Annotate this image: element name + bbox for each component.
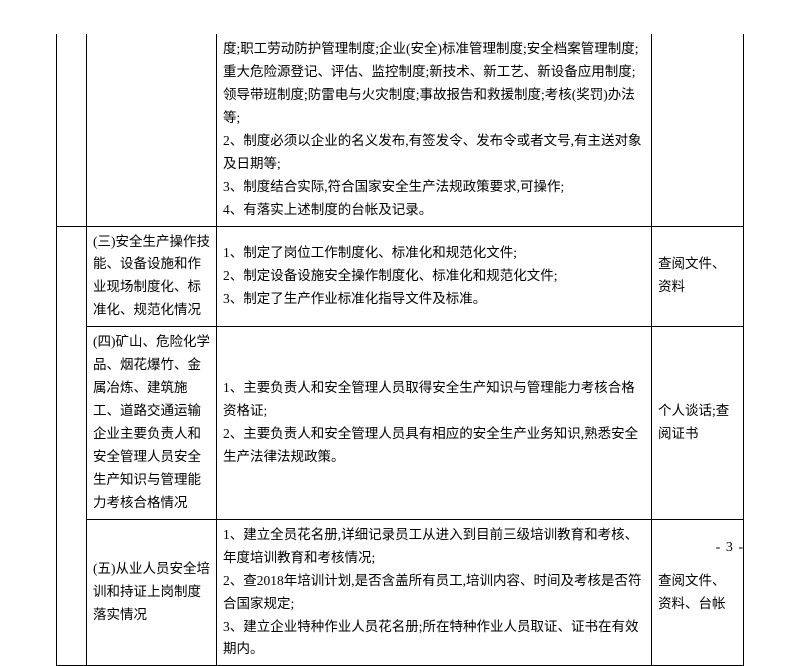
cell-item: (四)矿山、危险化学品、烟花爆竹、金属冶炼、建筑施工、道路交通运输企业主要负责人… bbox=[87, 327, 217, 520]
table-row: (四)矿山、危险化学品、烟花爆竹、金属冶炼、建筑施工、道路交通运输企业主要负责人… bbox=[57, 327, 744, 520]
cell-method: 查阅文件、资料 bbox=[652, 226, 744, 327]
cell-content: 度;职工劳动防护管理制度;企业(安全)标准管理制度;安全档案管理制度;重大危险源… bbox=[217, 34, 652, 226]
cell-content: 1、建立全员花名册,详细记录员工从进入到目前三级培训教育和考核、年度培训教育和考… bbox=[217, 519, 652, 666]
cell-item: (五)从业人员安全培训和持证上岗制度落实情况 bbox=[87, 519, 217, 666]
cell-method bbox=[652, 34, 744, 226]
page-number: - 3 - bbox=[716, 536, 744, 560]
cell-index bbox=[57, 34, 87, 226]
cell-index bbox=[57, 226, 87, 666]
table-row: 度;职工劳动防护管理制度;企业(安全)标准管理制度;安全档案管理制度;重大危险源… bbox=[57, 34, 744, 226]
table-row: (五)从业人员安全培训和持证上岗制度落实情况 1、建立全员花名册,详细记录员工从… bbox=[57, 519, 744, 666]
cell-content: 1、制定了岗位工作制度化、标准化和规范化文件;2、制定设备设施安全操作制度化、标… bbox=[217, 226, 652, 327]
cell-content: 1、主要负责人和安全管理人员取得安全生产知识与管理能力考核合格资格证;2、主要负… bbox=[217, 327, 652, 520]
table-row: (三)安全生产操作技能、设备设施和作业现场制度化、标准化、规范化情况 1、制定了… bbox=[57, 226, 744, 327]
inspection-table: 度;职工劳动防护管理制度;企业(安全)标准管理制度;安全档案管理制度;重大危险源… bbox=[56, 34, 744, 666]
cell-method: 个人谈话;查阅证书 bbox=[652, 327, 744, 520]
cell-item: (三)安全生产操作技能、设备设施和作业现场制度化、标准化、规范化情况 bbox=[87, 226, 217, 327]
cell-item bbox=[87, 34, 217, 226]
